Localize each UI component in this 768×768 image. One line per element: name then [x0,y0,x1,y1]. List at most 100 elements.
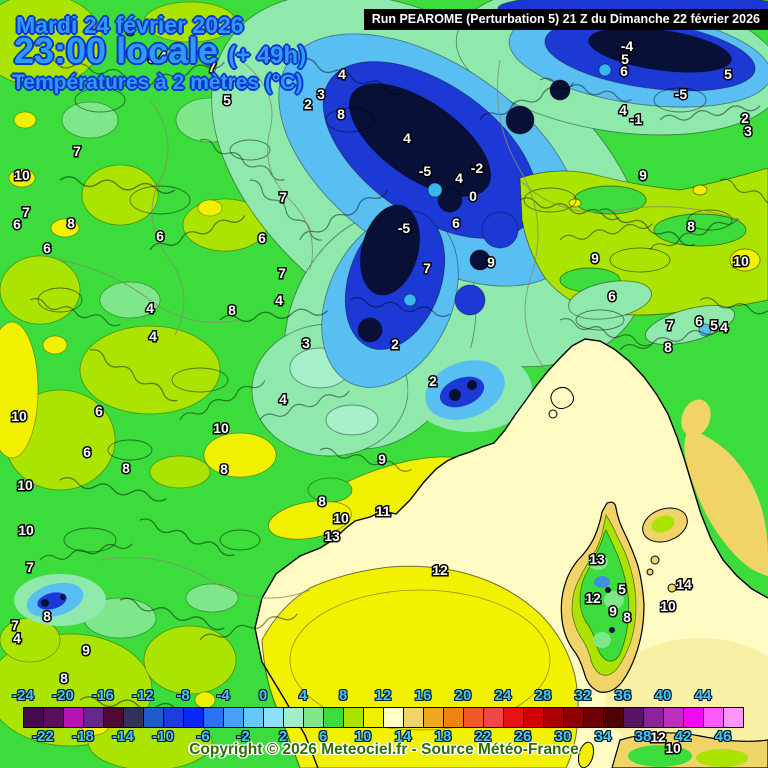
scale-label: 10 [354,728,372,745]
temp-label: 3 [744,123,752,139]
scale-cell [444,708,464,727]
scale-label: -24 [12,687,34,704]
scale-cell [624,708,644,727]
temp-label: 10 [213,420,229,436]
temp-label: 6 [620,63,628,79]
scale-cell [224,708,244,727]
date-title: Mardi 24 février 2026 [16,12,244,38]
temp-label: 14 [676,576,692,592]
temp-label: 13 [589,551,605,567]
scale-label: -20 [52,687,74,704]
sea-sand-tyrrhenian [684,428,768,576]
temp-label: 2 [391,336,399,352]
temp-label: 11 [376,503,391,519]
temp-label: 10 [17,477,33,493]
temp-label: 9 [639,167,647,183]
scale-label: 32 [574,687,592,704]
scale-cell [404,708,424,727]
temp-label: 4 [720,319,728,335]
scale-cell [184,708,204,727]
scale-label: 38 [634,728,652,745]
scale-label: 46 [714,728,732,745]
scale-cell [504,708,524,727]
scale-label: 26 [514,728,532,745]
temp-label: 5 [724,66,732,82]
scale-label: -18 [72,728,94,745]
scale-cell [44,708,64,727]
temp-label: 5 [148,50,156,66]
temp-label: -5 [398,220,411,236]
temp-label: 7 [666,317,674,333]
scale-cell [704,708,724,727]
temp-label: 8 [664,339,672,355]
scale-cell [524,708,544,727]
temp-label: 9 [591,250,599,266]
temp-label: 8 [60,670,68,686]
temp-label: 4 [275,292,283,308]
temp-label: 8 [623,609,631,625]
scale-cell [564,708,584,727]
scale-label: 28 [534,687,552,704]
scale-label: 42 [674,728,692,745]
corsica-island [560,501,645,693]
temp-label: 8 [228,302,236,318]
temp-label: 9 [82,642,90,658]
scale-label: 6 [318,728,328,745]
run-info-bar: Run PEAROME (Perturbation 5) 21 Z du Dim… [363,9,768,30]
temp-label: 6 [43,240,51,256]
temp-label: -5 [675,86,688,102]
temp-label: 0 [469,188,477,204]
scale-cell [324,708,344,727]
temp-label: 10 [733,253,749,269]
temp-label: 12 [650,729,666,745]
scale-label: 8 [338,687,348,704]
temp-label: 6 [13,216,21,232]
temp-label: 5 [618,581,626,597]
temp-label: 2 [429,373,437,389]
scale-cell [284,708,304,727]
scale-label: -8 [176,687,190,704]
coastline [254,338,768,768]
scale-label: 20 [454,687,472,704]
sardinia-island [577,732,768,768]
temp-label: 9 [487,254,495,270]
temp-label: 10 [11,408,27,424]
scale-cell [364,708,384,727]
temp-label: -2 [471,160,484,176]
time-title: 23:00 locale (+ 49h) [14,30,306,72]
temp-label: 5 [621,51,629,67]
temp-label: 3 [317,86,325,102]
scale-cell [584,708,604,727]
scale-label: -6 [196,728,210,745]
scale-cell [484,708,504,727]
scale-cell [104,708,124,727]
scale-cell [664,708,684,727]
temp-label: 4 [338,66,346,82]
temp-label: 7 [423,260,431,276]
temp-label: 8 [67,215,75,231]
scale-label: 24 [494,687,512,704]
temp-label: 2 [741,110,749,126]
scale-label: 30 [554,728,572,745]
temp-label: 9 [609,603,617,619]
scale-cell [644,708,664,727]
mercantour-cold-spot [408,348,532,432]
contour-squiggles [28,55,768,715]
scale-label: 18 [434,728,452,745]
scale-label: 36 [614,687,632,704]
scale-label: -16 [92,687,114,704]
scale-cell [384,708,404,727]
temp-label: 10 [18,522,34,538]
scale-cell [144,708,164,727]
temp-label: 8 [337,106,345,122]
scale-cell [64,708,84,727]
scale-label: 2 [278,728,288,745]
temp-label: 4 [159,48,167,64]
temp-label: 7 [279,189,287,205]
temp-label: 8 [687,218,695,234]
temp-label: 10 [665,740,681,756]
scale-label: 12 [374,687,392,704]
copyright-text: Copyright © 2026 Meteociel.fr - Source M… [189,741,579,758]
scale-cell [264,708,284,727]
